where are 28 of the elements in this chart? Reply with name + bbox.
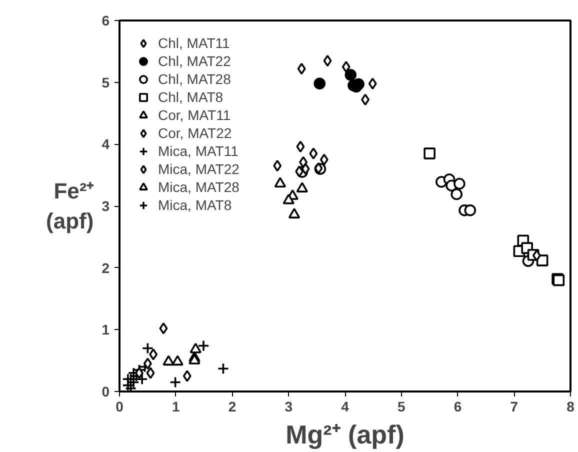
legend-label: Chl, MAT28 xyxy=(158,70,231,88)
y-tick-label: 5 xyxy=(102,74,110,90)
y-tick-label: 6 xyxy=(102,12,110,28)
x-axis-title: Mg²⁺ (apf) xyxy=(286,420,404,450)
legend-label: Chl, MAT8 xyxy=(158,88,224,106)
y-axis-title: Fe²⁺ (apf) xyxy=(46,178,95,234)
legend-label: Cor, MAT22 xyxy=(158,124,232,142)
legend-label: Cor, MAT11 xyxy=(158,106,231,124)
x-tick-label: 3 xyxy=(284,398,293,414)
legend-label: Mica, MAT22 xyxy=(158,160,240,178)
x-tick-label: 7 xyxy=(510,398,518,414)
y-tick-label: 0 xyxy=(102,384,110,400)
x-tick-label: 5 xyxy=(397,398,406,414)
x-tick-label: 1 xyxy=(172,398,180,414)
y-tick-label: 4 xyxy=(102,136,110,152)
y-tick-label: 3 xyxy=(102,198,110,214)
legend-label: Mica, MAT8 xyxy=(158,196,232,214)
x-tick-label: 4 xyxy=(341,398,350,414)
x-tick-label: 8 xyxy=(566,398,575,414)
legend-label: Mica, MAT28 xyxy=(158,178,240,196)
legend-label: Mica, MAT11 xyxy=(158,142,238,160)
y-tick-label: 1 xyxy=(102,322,110,338)
y-tick-label: 2 xyxy=(102,260,110,276)
x-tick-label: 2 xyxy=(228,398,236,414)
legend-label: Chl, MAT11 xyxy=(158,34,230,52)
x-tick-label: 0 xyxy=(116,398,124,414)
x-tick-label: 6 xyxy=(454,398,462,414)
legend-label: Chl, MAT22 xyxy=(158,52,231,70)
